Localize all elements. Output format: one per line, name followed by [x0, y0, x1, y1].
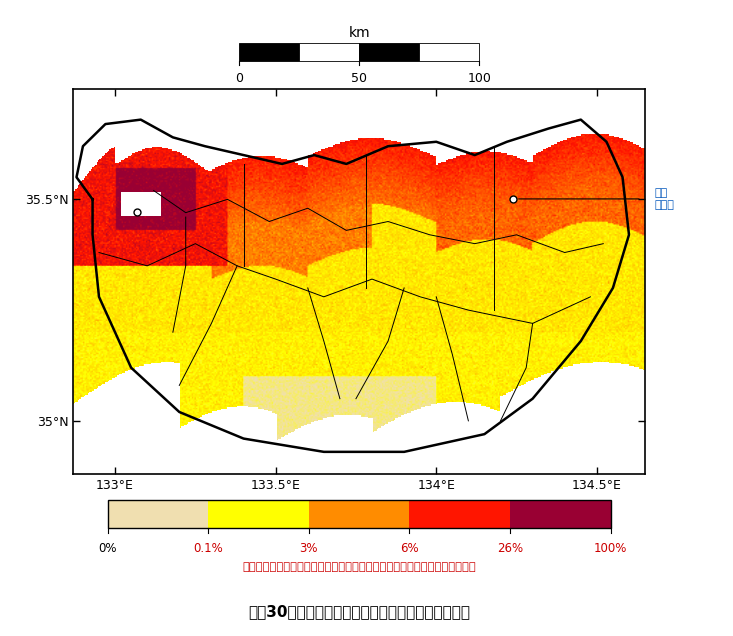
Text: 26%: 26%	[497, 543, 523, 555]
Text: 6%: 6%	[400, 543, 419, 555]
Bar	[309, 501, 410, 529]
Text: （モデル計算条件により確率ゼロまたは評価対象外のメッシュは白色表示）: （モデル計算条件により確率ゼロまたは評価対象外のメッシュは白色表示）	[243, 562, 476, 572]
Bar	[510, 501, 611, 529]
Text: 今後30年間に震度６弱以上の揺れに見舞われる確率: 今後30年間に震度６弱以上の揺れに見舞われる確率	[248, 604, 470, 619]
Bar	[108, 501, 611, 529]
Text: km: km	[348, 26, 370, 40]
Text: 鳥取
市役所: 鳥取 市役所	[655, 188, 674, 210]
Bar	[208, 501, 309, 529]
Text: 0%: 0%	[98, 543, 117, 555]
Text: 0.1%: 0.1%	[194, 543, 223, 555]
Text: 0: 0	[235, 72, 243, 85]
Bar	[299, 43, 359, 61]
Bar	[108, 501, 208, 529]
Text: 50: 50	[351, 72, 367, 85]
Text: 100%: 100%	[594, 543, 627, 555]
Bar	[410, 501, 510, 529]
Text: 100: 100	[468, 72, 491, 85]
Bar	[359, 43, 419, 61]
Bar	[239, 43, 299, 61]
Bar	[419, 43, 479, 61]
Text: 3%: 3%	[300, 543, 318, 555]
